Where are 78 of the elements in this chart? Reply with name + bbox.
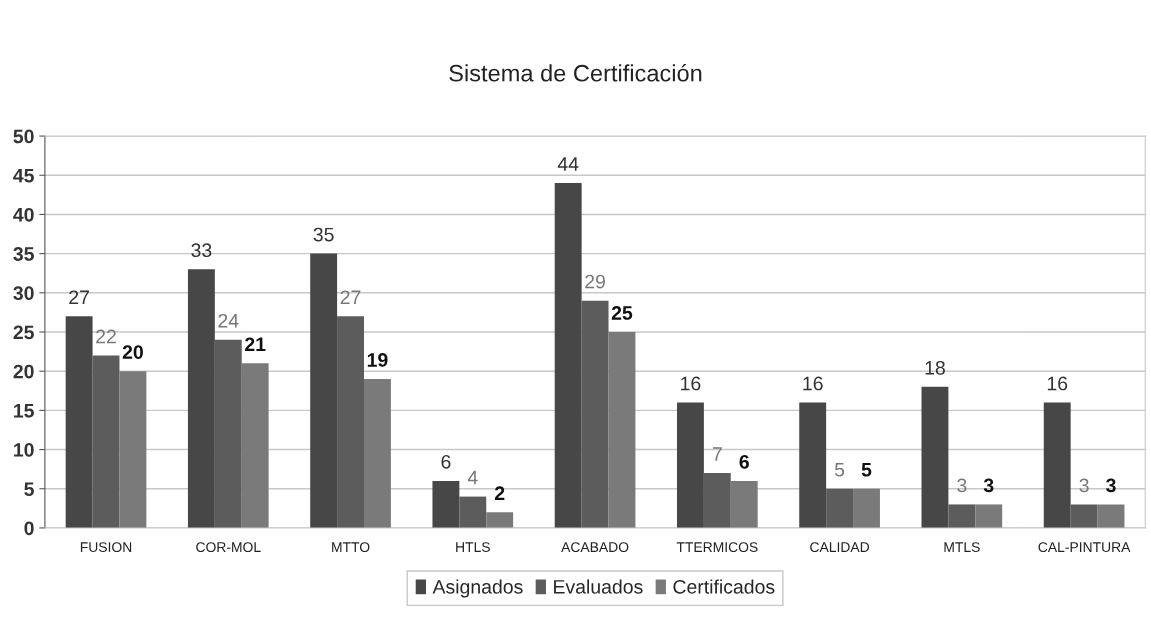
chart-title: Sistema de Certificación xyxy=(449,63,702,82)
bar xyxy=(337,316,364,528)
data-label: 16 xyxy=(803,376,823,391)
y-tick-label: 45 xyxy=(13,168,34,183)
bar xyxy=(826,488,854,528)
bar xyxy=(1043,402,1071,528)
x-tick-label: TTERMICOS xyxy=(676,542,758,553)
data-label: 33 xyxy=(191,243,212,258)
y-tick-label: 10 xyxy=(14,443,34,457)
bar xyxy=(1097,504,1125,528)
data-label: 3 xyxy=(983,478,994,493)
bar xyxy=(921,386,949,528)
bar xyxy=(214,339,242,528)
bar xyxy=(432,480,460,528)
data-label: 2 xyxy=(494,486,505,500)
data-label: 27 xyxy=(69,290,89,304)
y-tick-label: 40 xyxy=(13,207,34,222)
data-label: 5 xyxy=(861,463,872,477)
bar xyxy=(241,363,269,528)
bar xyxy=(853,488,880,528)
data-label: 3 xyxy=(1106,478,1116,493)
data-label: 20 xyxy=(122,345,143,360)
bar xyxy=(459,496,487,528)
data-label: 18 xyxy=(925,360,945,375)
data-label: 22 xyxy=(96,329,116,344)
x-tick-label: COR-MOL xyxy=(196,542,261,553)
x-tick-label: HTLS xyxy=(456,542,490,553)
bar xyxy=(486,512,514,528)
bar xyxy=(119,371,147,528)
bar xyxy=(65,316,93,528)
bar xyxy=(1070,504,1098,528)
data-label: 24 xyxy=(218,313,239,328)
data-label: 5 xyxy=(834,463,845,477)
y-tick-label: 25 xyxy=(13,325,34,340)
data-label: 16 xyxy=(681,376,701,391)
legend-label: Certificados xyxy=(673,579,775,594)
bar xyxy=(363,379,391,528)
x-tick-label: ACABADO xyxy=(561,542,629,553)
x-tick-label: CALIDAD xyxy=(810,542,870,553)
x-tick-label: MTTO xyxy=(332,542,370,553)
bar xyxy=(948,504,976,528)
bar xyxy=(92,355,120,528)
data-label: 7 xyxy=(712,447,722,461)
data-label: 25 xyxy=(611,306,633,320)
data-label: 3 xyxy=(1079,478,1089,493)
bar xyxy=(608,332,636,528)
bar xyxy=(581,300,609,528)
y-tick-label: 20 xyxy=(13,364,34,379)
y-tick-label: 50 xyxy=(13,129,34,144)
y-tick-label: 15 xyxy=(14,404,34,418)
data-label: 6 xyxy=(739,454,749,469)
bar xyxy=(730,480,758,528)
data-label: 35 xyxy=(313,227,334,242)
y-tick-label: 30 xyxy=(13,286,34,301)
y-tick-label: 0 xyxy=(24,521,34,536)
x-tick-label: CAL-PINTURA xyxy=(1038,542,1131,553)
bar xyxy=(799,402,827,528)
legend-label: Asignados xyxy=(432,579,523,598)
bar xyxy=(554,183,582,528)
data-label: 4 xyxy=(467,470,478,485)
data-label: 3 xyxy=(957,478,967,493)
data-label: 44 xyxy=(557,157,579,171)
bar xyxy=(703,473,731,528)
data-label: 21 xyxy=(245,337,266,351)
data-label: 29 xyxy=(585,274,605,289)
bar xyxy=(975,504,1003,528)
data-label: 19 xyxy=(367,353,388,367)
bar xyxy=(310,253,338,528)
data-label: 6 xyxy=(441,454,451,469)
y-tick-label: 5 xyxy=(24,482,34,496)
legend-label: Evaluados xyxy=(554,579,643,594)
bar xyxy=(676,402,704,528)
bar xyxy=(187,269,215,528)
data-label: 27 xyxy=(340,290,361,304)
data-label: 16 xyxy=(1047,376,1068,391)
x-tick-label: MTLS xyxy=(944,542,980,553)
y-tick-label: 35 xyxy=(13,247,34,261)
x-tick-label: FUSION xyxy=(80,542,132,553)
